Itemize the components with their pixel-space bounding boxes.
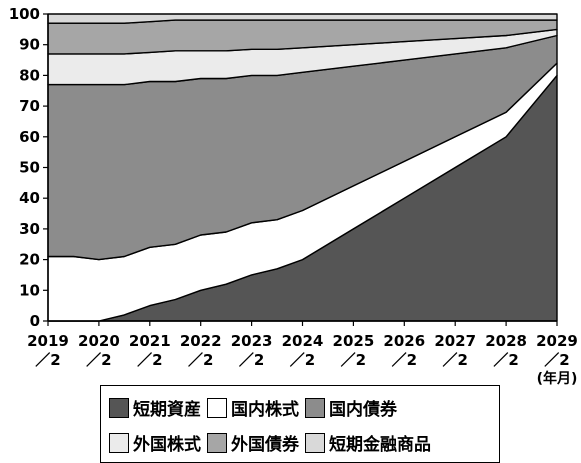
x-axis-ticks: 2019／22020／22021／22022／22023／22024／22025…: [27, 321, 578, 369]
x-tick-year: 2020: [78, 332, 120, 350]
x-tick-month: ／2: [392, 351, 417, 369]
y-tick-label: 40: [19, 189, 40, 207]
y-tick-label: 100: [9, 5, 40, 23]
legend-label: 国内株式: [231, 400, 299, 420]
x-tick-year: 2022: [180, 332, 222, 350]
legend-item-foreign-bonds: 外国債券: [207, 430, 299, 455]
legend-label: 短期金融商品: [329, 435, 431, 455]
y-tick-label: 90: [19, 36, 40, 54]
series-areas: [47, 13, 558, 322]
legend: 短期資産 国内株式 国内債券 外国株式 外国債券 短期金融商品: [100, 385, 500, 463]
x-tick-year: 2023: [231, 332, 273, 350]
legend-swatch: [305, 397, 325, 418]
legend-item-foreign-stocks: 外国株式: [109, 430, 201, 455]
area-series-5: [47, 13, 558, 24]
legend-label: 短期資産: [133, 400, 201, 420]
legend-item-domestic-stocks: 国内株式: [207, 395, 299, 420]
x-tick-month: ／2: [341, 351, 366, 369]
y-tick-label: 60: [19, 128, 40, 146]
x-tick-month: ／2: [544, 351, 569, 369]
y-tick-label: 50: [19, 159, 40, 177]
x-tick-month: ／2: [188, 351, 213, 369]
y-tick-label: 30: [19, 220, 40, 238]
x-tick-year: 2019: [27, 332, 69, 350]
x-axis-unit: (年月): [537, 370, 578, 385]
legend-label: 外国債券: [231, 435, 299, 455]
x-tick-year: 2029: [536, 332, 578, 350]
x-tick-month: ／2: [137, 351, 162, 369]
y-tick-label: 20: [19, 251, 40, 269]
y-tick-label: 0: [30, 312, 40, 330]
x-tick-year: 2021: [129, 332, 171, 350]
legend-swatch: [109, 397, 129, 418]
legend-item-short-term-money-market: 短期金融商品: [305, 430, 431, 455]
legend-swatch: [207, 397, 227, 418]
x-tick-month: ／2: [35, 351, 60, 369]
legend-item-domestic-bonds: 国内債券: [305, 395, 397, 420]
x-tick-month: ／2: [86, 351, 111, 369]
legend-label: 国内債券: [329, 400, 397, 420]
x-tick-year: 2026: [383, 332, 425, 350]
x-tick-month: ／2: [239, 351, 264, 369]
y-axis-ticks: 0 10 20 30 40 50 60 70 80 90 100: [9, 5, 48, 330]
legend-swatch: [207, 432, 227, 453]
x-tick-month: ／2: [290, 351, 315, 369]
x-tick-year: 2028: [485, 332, 527, 350]
legend-row-2: 外国株式 外国債券 短期金融商品: [109, 430, 437, 455]
y-tick-label: 70: [19, 97, 40, 115]
x-tick-year: 2025: [333, 332, 375, 350]
x-tick-month: ／2: [493, 351, 518, 369]
legend-item-short-term-assets: 短期資産: [109, 395, 201, 420]
legend-swatch: [109, 432, 129, 453]
legend-row-1: 短期資産 国内株式 国内債券: [109, 395, 403, 420]
legend-swatch: [305, 432, 325, 453]
y-tick-label: 80: [19, 66, 40, 84]
y-tick-label: 10: [19, 281, 40, 299]
legend-label: 外国株式: [133, 435, 201, 455]
x-tick-year: 2027: [434, 332, 476, 350]
x-tick-year: 2024: [282, 332, 324, 350]
x-tick-month: ／2: [442, 351, 467, 369]
